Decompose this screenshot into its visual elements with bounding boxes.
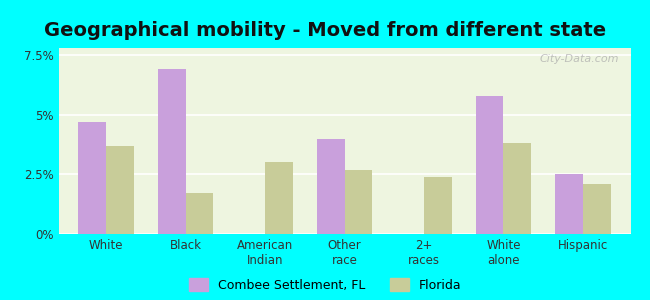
Bar xyxy=(265,163,293,234)
Text: Geographical mobility - Moved from different state: Geographical mobility - Moved from diffe… xyxy=(44,21,606,40)
Legend: Combee Settlement, FL, Florida: Combee Settlement, FL, Florida xyxy=(184,273,466,297)
Bar xyxy=(476,96,503,234)
Bar xyxy=(158,70,186,234)
Bar xyxy=(79,122,106,234)
Bar xyxy=(583,184,610,234)
Bar xyxy=(503,143,531,234)
Text: City-Data.com: City-Data.com xyxy=(540,54,619,64)
Bar xyxy=(106,146,134,234)
Bar xyxy=(344,169,372,234)
Bar xyxy=(424,177,452,234)
Bar xyxy=(317,139,345,234)
Bar xyxy=(186,194,213,234)
Bar xyxy=(555,174,583,234)
